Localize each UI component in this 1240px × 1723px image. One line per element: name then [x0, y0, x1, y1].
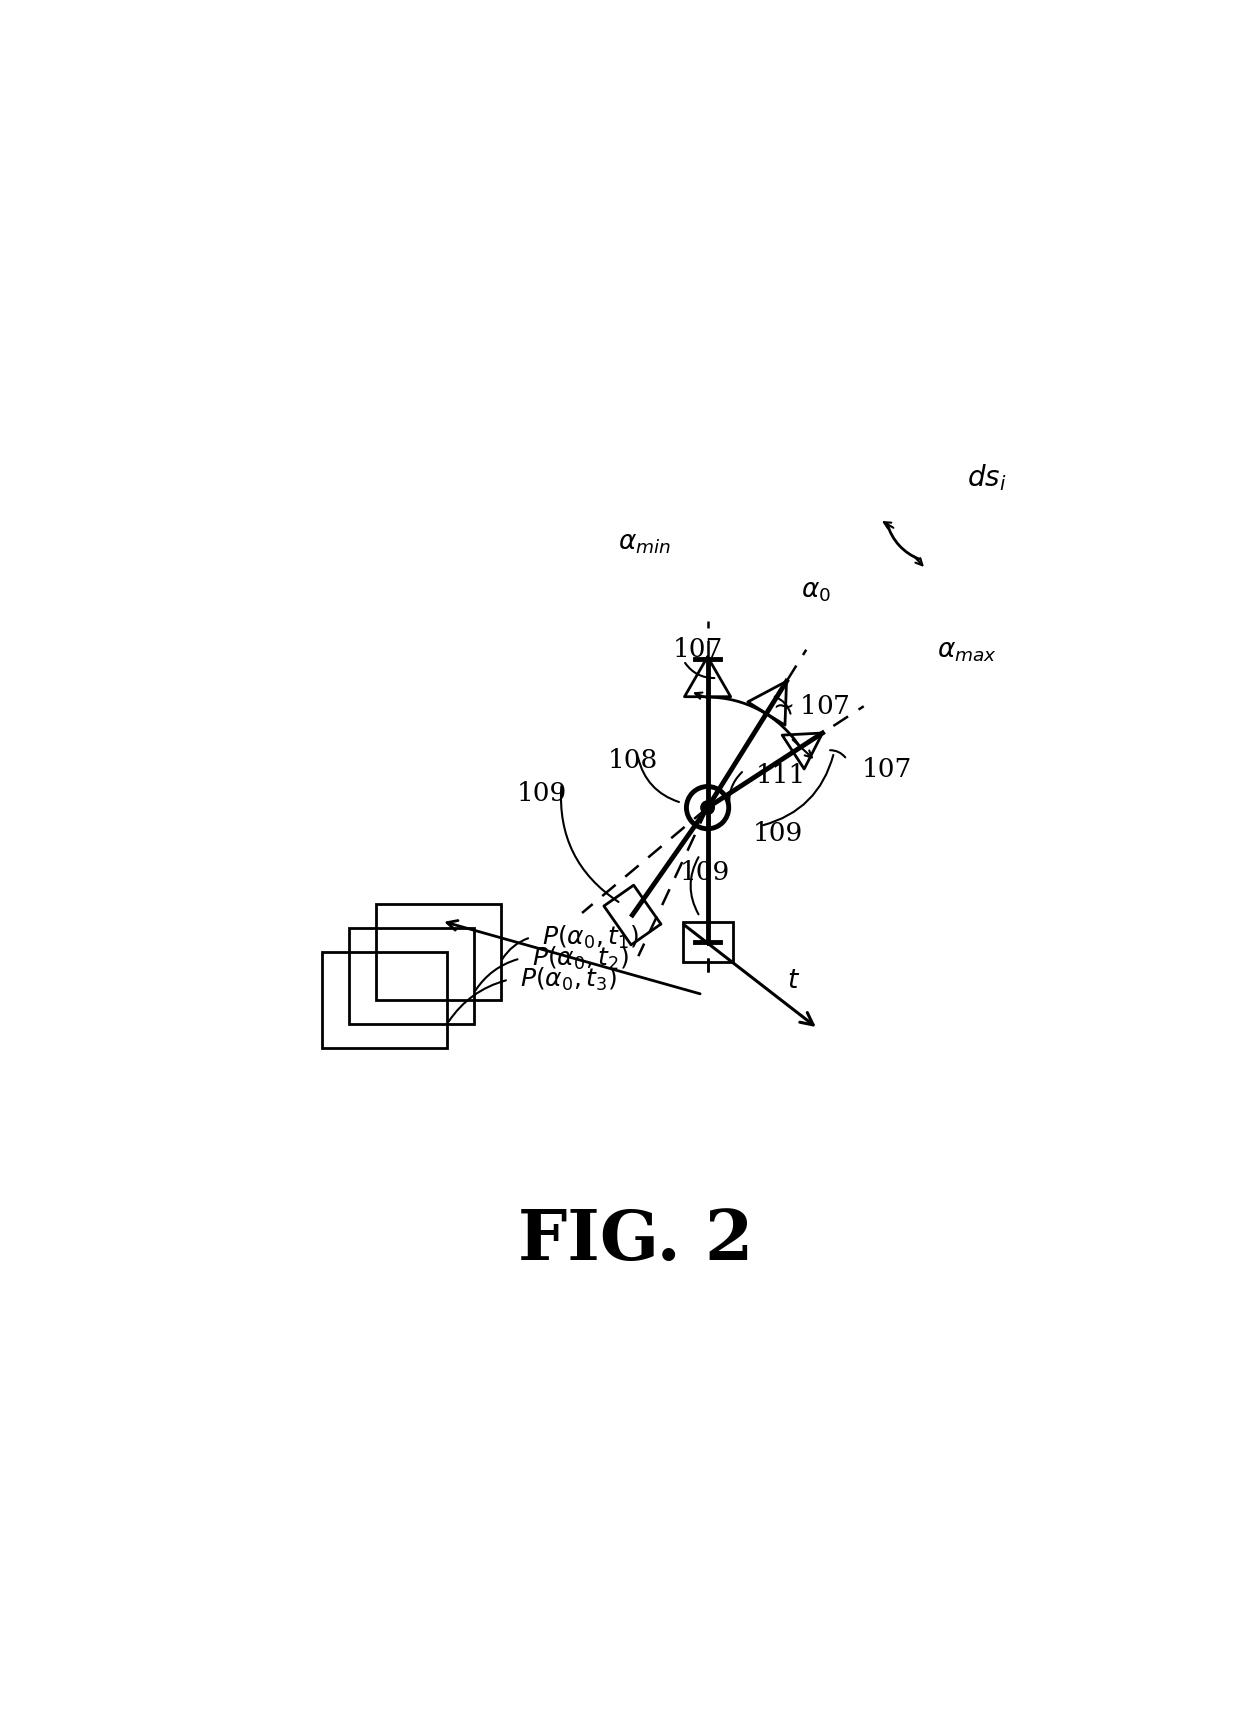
Text: 109: 109 [753, 822, 802, 846]
Text: 109: 109 [680, 860, 730, 884]
Text: 111: 111 [755, 763, 806, 789]
Text: 107: 107 [673, 636, 723, 662]
Bar [682, 922, 733, 961]
Bar [376, 905, 501, 999]
Text: $t$: $t$ [787, 968, 801, 992]
Text: 108: 108 [608, 748, 657, 774]
Text: $\alpha_0$: $\alpha_0$ [801, 579, 831, 605]
Text: $\alpha_{min}$: $\alpha_{min}$ [618, 531, 671, 557]
Text: $P(\alpha_0,t_2)$: $P(\alpha_0,t_2)$ [532, 944, 629, 972]
Text: FIG. 2: FIG. 2 [518, 1206, 753, 1273]
Bar [322, 951, 448, 1048]
Text: $\sim$107: $\sim$107 [768, 694, 849, 718]
Bar [350, 927, 474, 1023]
Text: 107: 107 [862, 756, 911, 782]
Text: $P(\alpha_0,t_1)$: $P(\alpha_0,t_1)$ [542, 924, 640, 951]
Circle shape [701, 801, 714, 815]
Text: 109: 109 [517, 781, 568, 806]
Text: $P(\alpha_0,t_3)$: $P(\alpha_0,t_3)$ [521, 967, 618, 992]
Text: $\alpha_{max}$: $\alpha_{max}$ [937, 639, 997, 663]
Text: $ds_i$: $ds_i$ [966, 463, 1006, 493]
